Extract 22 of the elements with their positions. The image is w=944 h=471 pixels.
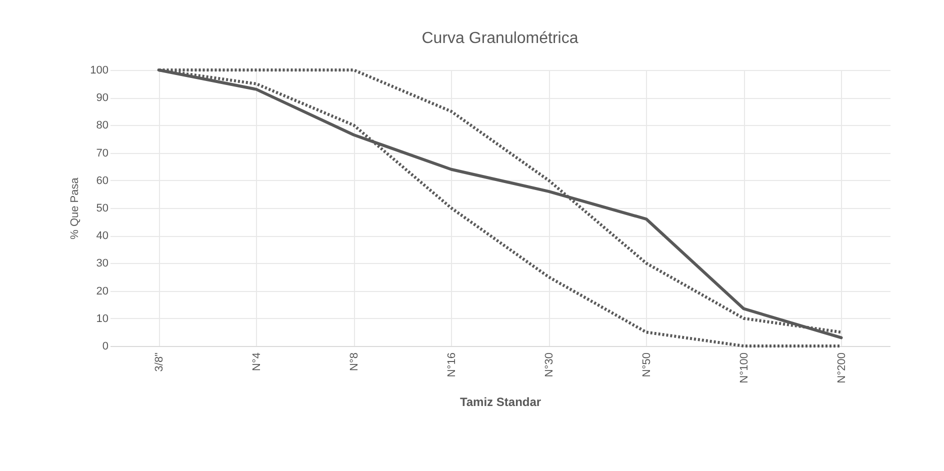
x-tick-label: N°50	[640, 352, 653, 378]
y-tick-label: 0	[102, 340, 108, 352]
y-tick-label: 100	[90, 64, 108, 76]
chart-title: Curva Granulométrica	[422, 30, 578, 47]
y-tick-label: 60	[96, 174, 108, 187]
y-tick-label: 20	[96, 285, 108, 298]
y-axis-title: % Que Pasa	[69, 176, 82, 240]
x-tick-label: N°200	[836, 352, 848, 384]
x-tick-label: N°100	[738, 352, 750, 384]
x-axis-title: Tamiz Standar	[460, 395, 542, 410]
y-tick-label: 50	[96, 202, 108, 214]
y-tick-label: 40	[96, 230, 108, 242]
y-tick-label: 70	[96, 147, 108, 160]
x-tick-label: N°16	[446, 352, 458, 378]
x-tick-label: N°8	[348, 352, 360, 371]
y-tick-label: 80	[96, 120, 108, 132]
y-tick-label: 10	[96, 312, 108, 325]
x-tick-label: 3/8"	[153, 352, 166, 372]
x-tick-label: N°4	[250, 352, 263, 371]
y-tick-label: 90	[96, 92, 108, 104]
y-tick-label: 30	[96, 258, 108, 270]
x-tick-label: N°30	[543, 352, 556, 378]
